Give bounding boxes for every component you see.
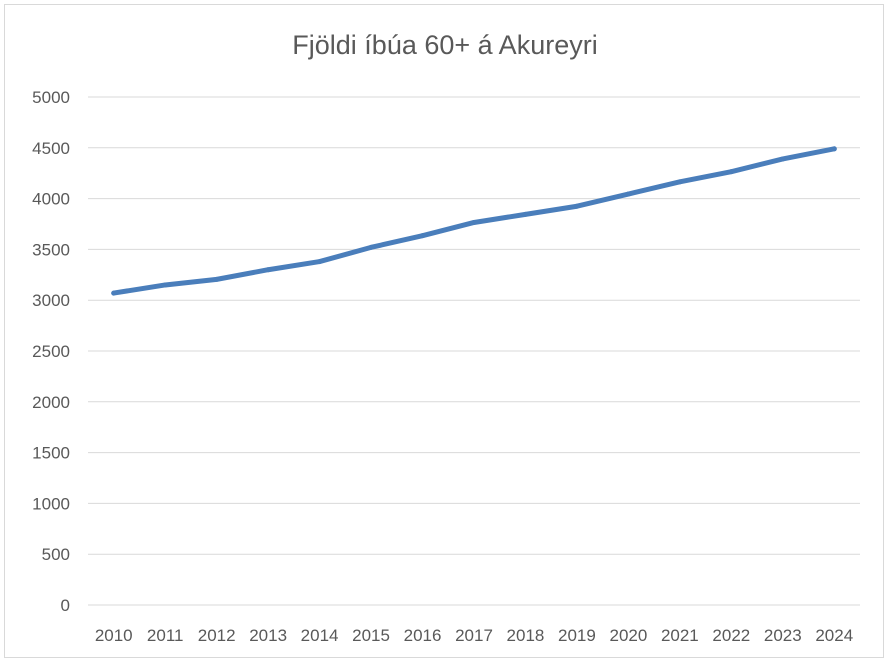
x-tick-label: 2022 — [712, 626, 750, 645]
y-tick-label: 3000 — [32, 291, 70, 310]
x-tick-label: 2023 — [764, 626, 802, 645]
y-tick-label: 4500 — [32, 139, 70, 158]
x-tick-label: 2018 — [507, 626, 545, 645]
data-point-2015 — [368, 244, 374, 250]
y-tick-label: 2000 — [32, 393, 70, 412]
data-point-2021 — [677, 179, 683, 185]
y-axis-ticks: 0 500 1000 1500 2000 2500 3000 3500 4000 4500 5000 — [32, 88, 70, 615]
x-tick-label: 2017 — [455, 626, 493, 645]
x-tick-label: 2020 — [609, 626, 647, 645]
series-layer — [111, 146, 837, 296]
y-tick-label: 1000 — [32, 494, 70, 513]
data-point-2022 — [728, 169, 734, 175]
data-point-2018 — [522, 211, 528, 217]
x-tick-label: 2016 — [404, 626, 442, 645]
chart-frame — [4, 4, 884, 658]
x-tick-label: 2012 — [198, 626, 236, 645]
data-point-2013 — [265, 267, 271, 273]
data-point-2012 — [214, 276, 220, 282]
data-point-2010 — [111, 290, 117, 296]
x-tick-label: 2015 — [352, 626, 390, 645]
data-point-2016 — [420, 233, 426, 239]
x-tick-label: 2013 — [249, 626, 287, 645]
y-tick-label: 0 — [61, 596, 70, 615]
x-tick-label: 2021 — [661, 626, 699, 645]
data-point-2019 — [574, 203, 580, 209]
x-tick-label: 2014 — [301, 626, 339, 645]
x-tick-label: 2010 — [95, 626, 133, 645]
data-point-2017 — [471, 219, 477, 225]
data-point-2011 — [162, 282, 168, 288]
y-tick-label: 4000 — [32, 190, 70, 209]
data-point-2024 — [831, 146, 837, 152]
chart-title: Fjöldi íbúa 60+ á Akureyri — [292, 30, 598, 60]
data-point-2023 — [780, 156, 786, 162]
y-tick-label: 2500 — [32, 342, 70, 361]
y-tick-label: 1500 — [32, 444, 70, 463]
x-axis-ticks: 2010 2011 2012 2013 2014 2015 2016 2017 2018 2019… — [95, 626, 853, 645]
y-tick-label: 500 — [42, 545, 70, 564]
data-point-2014 — [317, 259, 323, 265]
y-tick-label: 5000 — [32, 88, 70, 107]
gridlines — [88, 96, 860, 606]
y-tick-label: 3500 — [32, 240, 70, 259]
x-tick-label: 2024 — [815, 626, 853, 645]
x-tick-label: 2019 — [558, 626, 596, 645]
data-point-2020 — [625, 191, 631, 197]
x-tick-label: 2011 — [147, 626, 184, 645]
